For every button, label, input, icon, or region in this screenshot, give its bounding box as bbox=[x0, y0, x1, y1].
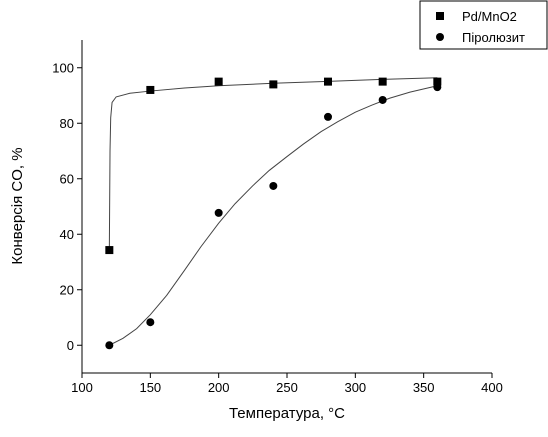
y-tick-label: 80 bbox=[60, 116, 74, 131]
data-point bbox=[378, 95, 387, 104]
data-point bbox=[105, 341, 114, 350]
x-tick-label: 150 bbox=[139, 380, 161, 395]
x-tick-label: 200 bbox=[208, 380, 230, 395]
legend-marker bbox=[436, 33, 444, 41]
data-point bbox=[269, 181, 278, 190]
data-point bbox=[214, 77, 223, 86]
data-point bbox=[378, 77, 387, 86]
y-tick-label: 60 bbox=[60, 171, 74, 186]
x-tick-label: 300 bbox=[344, 380, 366, 395]
x-tick-label: 250 bbox=[276, 380, 298, 395]
fit-curve bbox=[109, 85, 438, 346]
y-tick-label: 20 bbox=[60, 282, 74, 297]
data-point bbox=[146, 85, 155, 94]
legend-box bbox=[419, 0, 548, 50]
x-tick-label: 350 bbox=[413, 380, 435, 395]
x-tick-label: 100 bbox=[71, 380, 93, 395]
y-axis-label: Конверсія CO, % bbox=[9, 147, 26, 264]
x-tick-label: 400 bbox=[481, 380, 503, 395]
legend-marker bbox=[436, 12, 444, 20]
data-point bbox=[146, 318, 155, 327]
data-point bbox=[324, 112, 332, 121]
x-axis-label: Температура, °C bbox=[229, 405, 345, 422]
data-point bbox=[214, 208, 223, 217]
data-point bbox=[105, 246, 114, 255]
data-point bbox=[433, 77, 442, 86]
data-point bbox=[433, 83, 442, 92]
legend-label: Pd/MnO2 bbox=[462, 9, 517, 24]
data-point bbox=[324, 77, 332, 86]
legend-label: Піролюзит bbox=[462, 30, 525, 45]
y-tick-label: 40 bbox=[60, 227, 74, 242]
y-tick-label: 0 bbox=[67, 338, 74, 353]
y-tick-label: 100 bbox=[52, 60, 74, 75]
data-point bbox=[269, 80, 278, 89]
